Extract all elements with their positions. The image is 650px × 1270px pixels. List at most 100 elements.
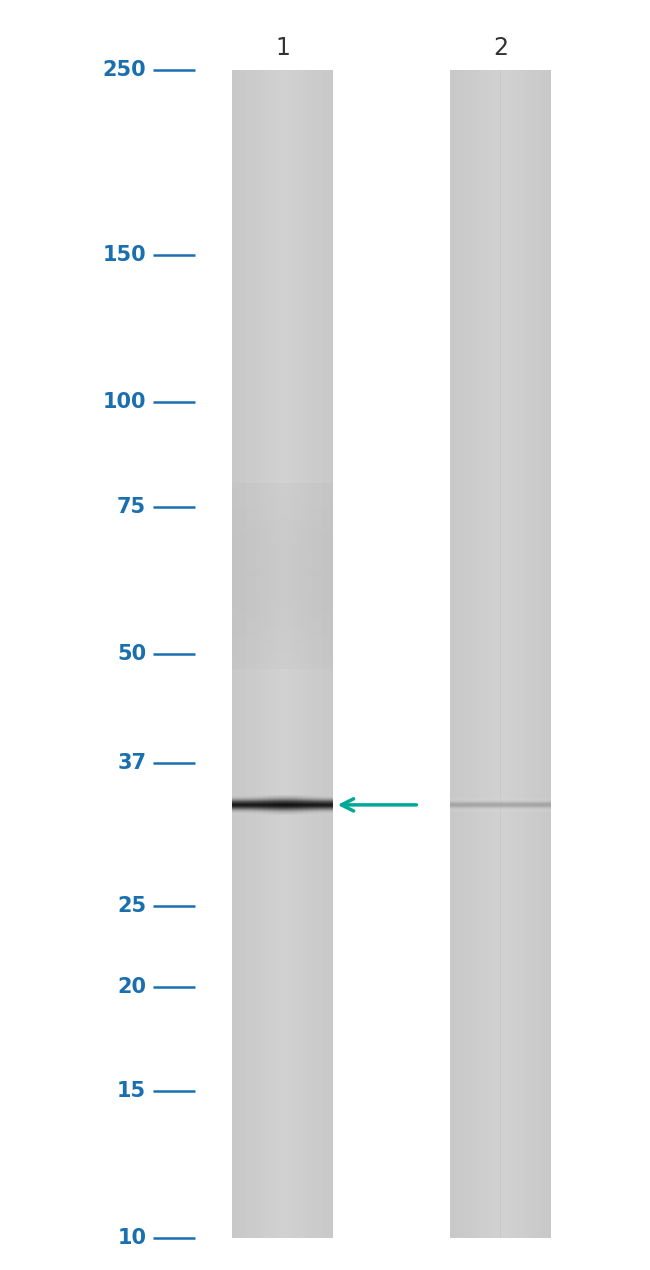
Bar — [511, 70, 513, 1238]
Text: 50: 50 — [117, 644, 146, 664]
Bar — [233, 650, 333, 657]
Text: 25: 25 — [117, 895, 146, 916]
Bar — [233, 613, 333, 620]
Bar — [278, 70, 280, 1238]
Bar — [245, 70, 248, 1238]
Bar — [450, 70, 452, 1238]
Bar — [263, 70, 265, 1238]
Bar — [288, 70, 291, 1238]
Bar — [450, 70, 551, 1238]
Bar — [315, 70, 318, 1238]
Bar — [475, 70, 478, 1238]
Bar — [233, 527, 333, 533]
Bar — [233, 663, 333, 669]
Bar — [543, 70, 546, 1238]
Bar — [260, 70, 263, 1238]
Text: 2: 2 — [493, 37, 508, 60]
Bar — [328, 70, 331, 1238]
Bar — [233, 607, 333, 613]
Bar — [460, 70, 463, 1238]
Bar — [463, 70, 465, 1238]
Bar — [523, 70, 526, 1238]
Bar — [498, 70, 501, 1238]
Bar — [292, 70, 295, 1238]
Bar — [265, 70, 268, 1238]
Text: 37: 37 — [117, 753, 146, 773]
Bar — [268, 70, 270, 1238]
Bar — [526, 70, 528, 1238]
Bar — [283, 70, 285, 1238]
Bar — [536, 70, 538, 1238]
Bar — [233, 558, 333, 564]
Bar — [233, 538, 333, 545]
Bar — [452, 70, 455, 1238]
Bar — [495, 70, 498, 1238]
Bar — [233, 508, 333, 514]
Text: 20: 20 — [117, 977, 146, 997]
Bar — [233, 626, 333, 631]
Bar — [233, 502, 333, 508]
Bar — [465, 70, 468, 1238]
Bar — [538, 70, 541, 1238]
Bar — [515, 70, 518, 1238]
Bar — [233, 577, 333, 583]
Bar — [488, 70, 490, 1238]
Bar — [308, 70, 311, 1238]
Bar — [490, 70, 493, 1238]
Bar — [233, 631, 333, 638]
Text: 15: 15 — [117, 1081, 146, 1101]
Bar — [468, 70, 470, 1238]
Bar — [257, 70, 260, 1238]
Bar — [508, 70, 511, 1238]
Bar — [233, 638, 333, 644]
Bar — [323, 70, 326, 1238]
Bar — [303, 70, 306, 1238]
Bar — [233, 545, 333, 551]
Text: 100: 100 — [103, 392, 146, 413]
Bar — [233, 594, 333, 601]
Bar — [480, 70, 483, 1238]
Bar — [518, 70, 521, 1238]
Text: 250: 250 — [103, 60, 146, 80]
Bar — [237, 70, 240, 1238]
Bar — [306, 70, 308, 1238]
Bar — [300, 70, 303, 1238]
Bar — [233, 70, 235, 1238]
Bar — [240, 70, 242, 1238]
Bar — [233, 657, 333, 663]
Bar — [541, 70, 543, 1238]
Bar — [506, 70, 508, 1238]
Bar — [503, 70, 506, 1238]
Bar — [528, 70, 530, 1238]
Bar — [242, 70, 245, 1238]
Text: 75: 75 — [117, 497, 146, 517]
Bar — [295, 70, 298, 1238]
Bar — [233, 644, 333, 650]
Bar — [248, 70, 250, 1238]
Bar — [318, 70, 320, 1238]
Bar — [233, 70, 333, 1238]
Bar — [298, 70, 300, 1238]
Bar — [549, 70, 551, 1238]
Bar — [270, 70, 273, 1238]
Text: 10: 10 — [117, 1228, 146, 1248]
Text: 150: 150 — [103, 245, 146, 265]
Bar — [326, 70, 328, 1238]
Bar — [233, 495, 333, 502]
Bar — [320, 70, 323, 1238]
Bar — [311, 70, 313, 1238]
Bar — [252, 70, 255, 1238]
Bar — [533, 70, 536, 1238]
Bar — [233, 564, 333, 570]
Bar — [513, 70, 515, 1238]
Bar — [546, 70, 549, 1238]
Bar — [255, 70, 257, 1238]
Bar — [285, 70, 288, 1238]
Bar — [473, 70, 475, 1238]
Bar — [483, 70, 486, 1238]
Bar — [280, 70, 283, 1238]
Bar — [233, 521, 333, 527]
Bar — [233, 490, 333, 495]
Bar — [291, 70, 292, 1238]
Bar — [530, 70, 533, 1238]
